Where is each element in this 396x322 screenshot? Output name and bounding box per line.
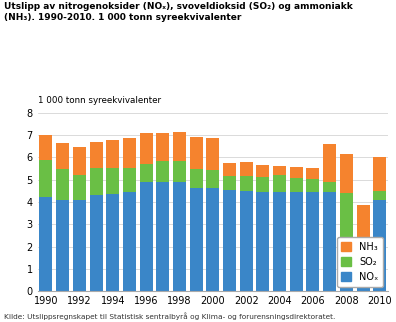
Bar — [190, 137, 203, 169]
Bar — [156, 161, 169, 182]
Bar — [273, 192, 286, 291]
Bar — [206, 138, 219, 170]
Text: 1 000 tonn syreekvivalenter: 1 000 tonn syreekvivalenter — [38, 96, 161, 105]
Bar — [223, 163, 236, 176]
Bar — [373, 200, 386, 291]
Legend: NH₃, SO₂, NOₓ: NH₃, SO₂, NOₓ — [337, 237, 383, 287]
Bar — [356, 247, 369, 291]
Bar — [139, 182, 152, 291]
Bar — [223, 176, 236, 190]
Bar — [173, 132, 186, 161]
Bar — [89, 142, 103, 168]
Bar — [273, 166, 286, 175]
Bar — [56, 143, 69, 168]
Text: Kilde: Utslippsregnskapet til Statistisk sentralbyrå og Klima- og forurensningsd: Kilde: Utslippsregnskapet til Statistisk… — [4, 313, 335, 320]
Bar — [356, 237, 369, 247]
Bar — [173, 182, 186, 291]
Bar — [106, 194, 119, 291]
Bar — [73, 147, 86, 175]
Bar — [106, 168, 119, 194]
Bar — [89, 195, 103, 291]
Bar — [240, 162, 253, 176]
Bar — [206, 170, 219, 188]
Bar — [139, 133, 152, 164]
Bar — [40, 197, 53, 291]
Bar — [156, 133, 169, 161]
Bar — [307, 168, 320, 179]
Bar — [240, 191, 253, 291]
Bar — [256, 177, 269, 192]
Bar — [223, 190, 236, 291]
Bar — [106, 140, 119, 168]
Bar — [73, 200, 86, 291]
Bar — [290, 192, 303, 291]
Bar — [40, 135, 53, 160]
Bar — [190, 169, 203, 187]
Bar — [89, 168, 103, 195]
Bar — [206, 188, 219, 291]
Bar — [256, 165, 269, 177]
Bar — [323, 144, 336, 182]
Bar — [190, 187, 203, 291]
Bar — [56, 168, 69, 200]
Bar — [340, 193, 353, 247]
Bar — [340, 247, 353, 291]
Bar — [290, 178, 303, 192]
Bar — [307, 179, 320, 192]
Bar — [156, 182, 169, 291]
Bar — [123, 168, 136, 192]
Bar — [256, 192, 269, 291]
Bar — [56, 200, 69, 291]
Bar — [307, 192, 320, 291]
Bar — [123, 138, 136, 168]
Bar — [123, 192, 136, 291]
Bar — [240, 176, 253, 191]
Bar — [356, 205, 369, 237]
Text: Utslipp av nitrogenoksider (NOₓ), svoveldioksid (SO₂) og ammoniakk
(NH₃). 1990-2: Utslipp av nitrogenoksider (NOₓ), svovel… — [4, 2, 353, 22]
Bar — [40, 160, 53, 197]
Bar — [73, 175, 86, 200]
Bar — [323, 192, 336, 291]
Bar — [139, 164, 152, 182]
Bar — [173, 161, 186, 182]
Bar — [373, 157, 386, 191]
Bar — [373, 191, 386, 200]
Bar — [323, 182, 336, 192]
Bar — [340, 154, 353, 193]
Bar — [290, 167, 303, 178]
Bar — [273, 175, 286, 192]
